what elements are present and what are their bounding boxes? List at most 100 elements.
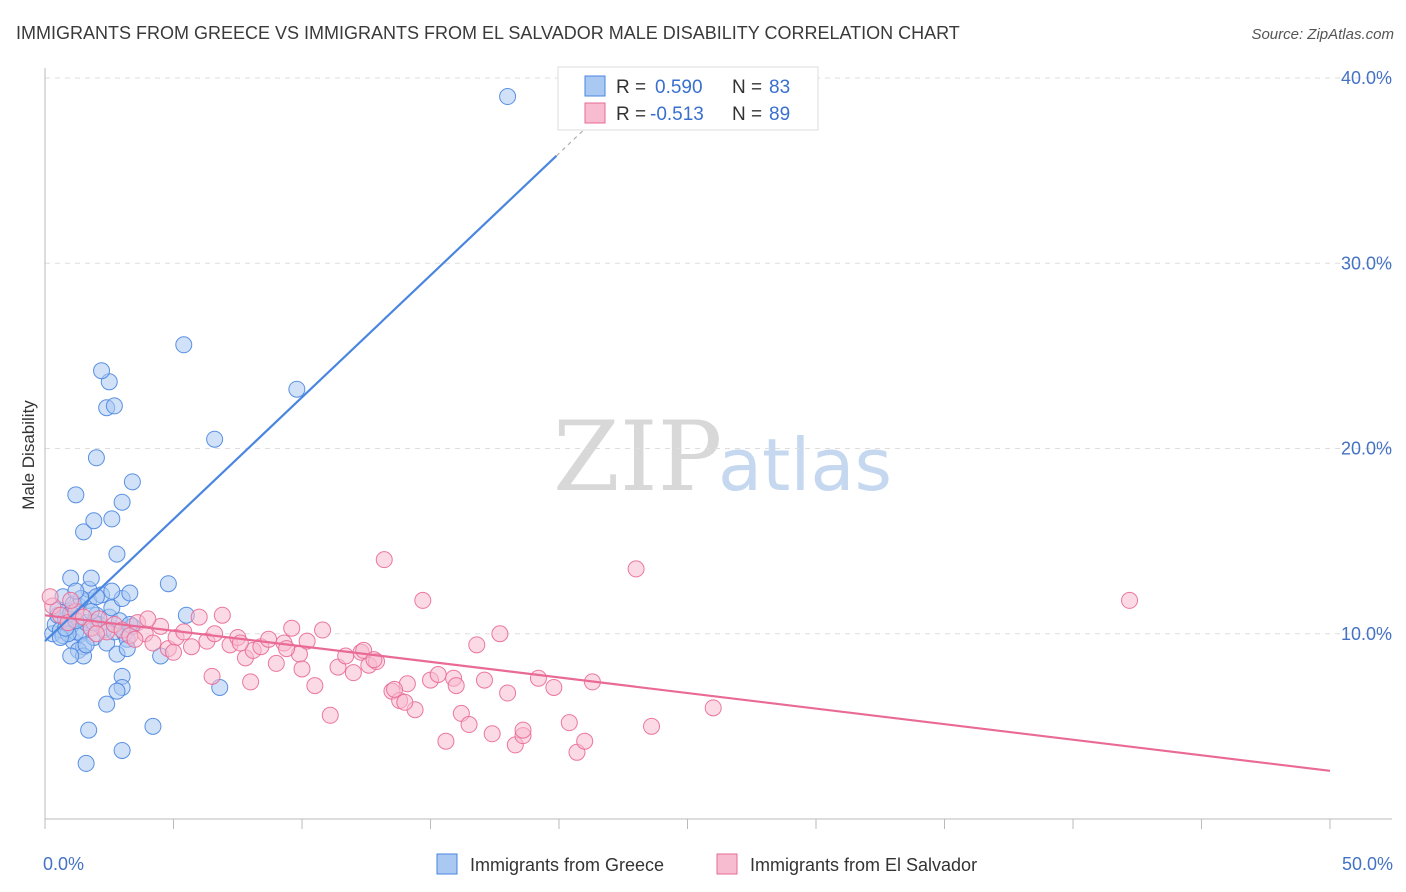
- y-tick-label: 30.0%: [1341, 253, 1392, 273]
- data-point-greece: [105, 397, 123, 415]
- chart-source: Source: ZipAtlas.com: [1251, 26, 1394, 43]
- data-point-el-salvador: [41, 588, 59, 606]
- data-point-el-salvador: [483, 725, 501, 743]
- watermark-atlas: atlas: [718, 423, 892, 507]
- data-point-el-salvador: [344, 664, 362, 682]
- data-point-el-salvador: [460, 716, 478, 734]
- legend-r-value-greece: 0.590: [655, 77, 703, 98]
- trend-line-greece: [44, 155, 558, 642]
- data-point-greece: [75, 523, 93, 541]
- chart-title: IMMIGRANTS FROM GREECE VS IMMIGRANTS FRO…: [16, 23, 960, 43]
- data-point-greece: [82, 569, 100, 587]
- data-point-greece: [159, 575, 177, 593]
- data-point-el-salvador: [267, 654, 285, 672]
- data-point-el-salvador: [627, 560, 645, 578]
- legend-r-label-greece: R =: [616, 77, 646, 98]
- data-point-greece: [62, 647, 80, 665]
- data-point-greece: [93, 362, 111, 380]
- data-point-el-salvador: [429, 666, 447, 684]
- data-points: [41, 88, 1139, 772]
- data-point-el-salvador: [126, 630, 144, 648]
- trend-lines: [44, 104, 1331, 772]
- data-point-greece: [87, 588, 105, 606]
- data-point-greece: [288, 380, 306, 398]
- data-point-el-salvador: [293, 660, 311, 678]
- data-point-el-salvador: [321, 706, 339, 724]
- data-point-el-salvador: [190, 608, 208, 626]
- data-point-greece: [206, 430, 224, 448]
- data-point-el-salvador: [144, 634, 162, 652]
- data-point-greece: [108, 545, 126, 563]
- data-point-el-salvador: [139, 610, 157, 628]
- data-point-el-salvador: [260, 630, 278, 648]
- data-point-greece: [98, 695, 116, 713]
- legend-n-value-el-salvador: 89: [769, 104, 790, 125]
- data-point-el-salvador: [165, 643, 182, 661]
- bottom-legend-label-el-salvador: Immigrants from El Salvador: [750, 855, 977, 875]
- legend-swatch-el-salvador: [584, 102, 606, 124]
- data-point-el-salvador: [206, 625, 224, 643]
- data-point-el-salvador: [560, 714, 578, 732]
- data-point-greece: [77, 636, 95, 654]
- y-tick-label: 40.0%: [1341, 68, 1392, 88]
- data-point-greece: [87, 449, 105, 467]
- data-point-el-salvador: [447, 677, 465, 695]
- bottom-legend: Immigrants from Greece Immigrants from E…: [436, 853, 977, 875]
- data-point-el-salvador: [62, 591, 80, 609]
- legend: R = 0.590 N = 83 R = -0.513 N = 89: [557, 66, 819, 131]
- data-point-el-salvador: [475, 671, 493, 689]
- data-point-el-salvador: [375, 551, 393, 569]
- data-point-greece: [67, 486, 85, 504]
- x-tick-label: 0.0%: [43, 854, 84, 874]
- data-point-el-salvador: [643, 717, 661, 735]
- data-point-greece: [113, 741, 131, 759]
- data-point-greece: [123, 473, 141, 491]
- data-point-greece: [103, 510, 121, 528]
- y-axis-label: Male Disability: [19, 400, 38, 510]
- x-tick-label: 50.0%: [1342, 854, 1393, 874]
- data-point-el-salvador: [576, 732, 594, 750]
- y-tick-label: 10.0%: [1341, 624, 1392, 644]
- data-point-greece: [113, 493, 131, 511]
- data-point-el-salvador: [414, 591, 432, 609]
- data-point-greece: [108, 682, 126, 700]
- data-point-el-salvador: [306, 677, 324, 695]
- data-point-el-salvador: [386, 680, 404, 698]
- data-point-greece: [103, 582, 121, 600]
- axes: [44, 68, 1392, 829]
- data-point-el-salvador: [491, 625, 509, 643]
- bottom-legend-swatch-el-salvador: [716, 853, 738, 875]
- data-point-el-salvador: [182, 638, 200, 656]
- x-tick-labels: 0.0% 50.0%: [43, 854, 1393, 874]
- data-point-el-salvador: [437, 732, 455, 750]
- data-point-el-salvador: [499, 684, 517, 702]
- data-point-el-salvador: [468, 636, 486, 654]
- data-point-greece: [175, 336, 193, 354]
- legend-r-value-el-salvador: -0.513: [650, 104, 704, 125]
- y-tick-label: 20.0%: [1341, 439, 1392, 459]
- watermark: ZIP atlas: [553, 401, 892, 513]
- data-point-el-salvador: [242, 673, 260, 691]
- data-point-greece: [80, 721, 98, 739]
- legend-n-value-greece: 83: [769, 77, 790, 98]
- data-point-el-salvador: [396, 693, 414, 711]
- watermark-zip: ZIP: [553, 401, 722, 513]
- legend-n-label-greece: N =: [732, 77, 762, 98]
- bottom-legend-swatch-greece: [436, 853, 458, 875]
- data-point-el-salvador: [704, 699, 722, 717]
- data-point-el-salvador: [213, 606, 231, 624]
- data-point-greece: [77, 754, 95, 772]
- trend-line-el-salvador: [44, 614, 1331, 772]
- bottom-legend-label-greece: Immigrants from Greece: [470, 855, 664, 875]
- data-point-el-salvador: [298, 632, 316, 650]
- legend-r-label-el-salvador: R =: [616, 104, 646, 125]
- data-point-el-salvador: [529, 669, 547, 687]
- legend-n-label-el-salvador: N =: [732, 104, 762, 125]
- grid-lines: [45, 77, 1392, 635]
- data-point-el-salvador: [514, 721, 532, 739]
- data-point-el-salvador: [283, 619, 301, 637]
- data-point-greece: [144, 717, 162, 735]
- y-tick-labels: 10.0% 20.0% 30.0% 40.0%: [1341, 68, 1392, 644]
- data-point-el-salvador: [1121, 591, 1139, 609]
- data-point-greece: [121, 584, 139, 602]
